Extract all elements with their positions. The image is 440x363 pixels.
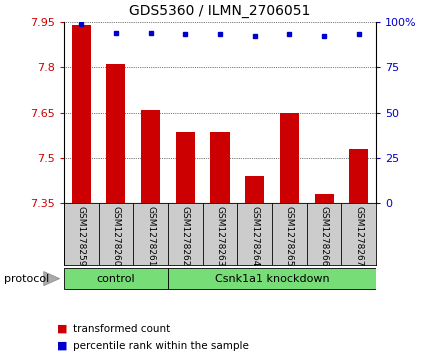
Bar: [141, 110, 160, 203]
Text: GSM1278266: GSM1278266: [319, 206, 329, 267]
Bar: [72, 25, 91, 203]
Text: percentile rank within the sample: percentile rank within the sample: [73, 341, 249, 351]
Bar: [315, 194, 334, 203]
Text: GSM1278260: GSM1278260: [111, 206, 121, 267]
Title: GDS5360 / ILMN_2706051: GDS5360 / ILMN_2706051: [129, 4, 311, 18]
Text: GSM1278259: GSM1278259: [77, 206, 86, 267]
Text: control: control: [96, 274, 135, 284]
Text: GSM1278263: GSM1278263: [216, 206, 224, 267]
Polygon shape: [44, 272, 60, 286]
Text: GSM1278264: GSM1278264: [250, 206, 259, 267]
Text: GSM1278262: GSM1278262: [181, 206, 190, 267]
Text: GSM1278265: GSM1278265: [285, 206, 294, 267]
Text: Csnk1a1 knockdown: Csnk1a1 knockdown: [215, 274, 330, 284]
Bar: [176, 132, 195, 203]
Text: ■: ■: [57, 341, 68, 351]
Bar: [280, 113, 299, 203]
Text: GSM1278267: GSM1278267: [354, 206, 363, 267]
Bar: [245, 176, 264, 203]
Text: GSM1278261: GSM1278261: [146, 206, 155, 267]
Bar: [106, 64, 125, 203]
Text: ■: ■: [57, 323, 68, 334]
Text: protocol: protocol: [4, 274, 50, 284]
Bar: [349, 149, 368, 203]
Bar: [64, 268, 168, 289]
Text: transformed count: transformed count: [73, 323, 170, 334]
Bar: [210, 132, 230, 203]
Bar: [168, 268, 376, 289]
